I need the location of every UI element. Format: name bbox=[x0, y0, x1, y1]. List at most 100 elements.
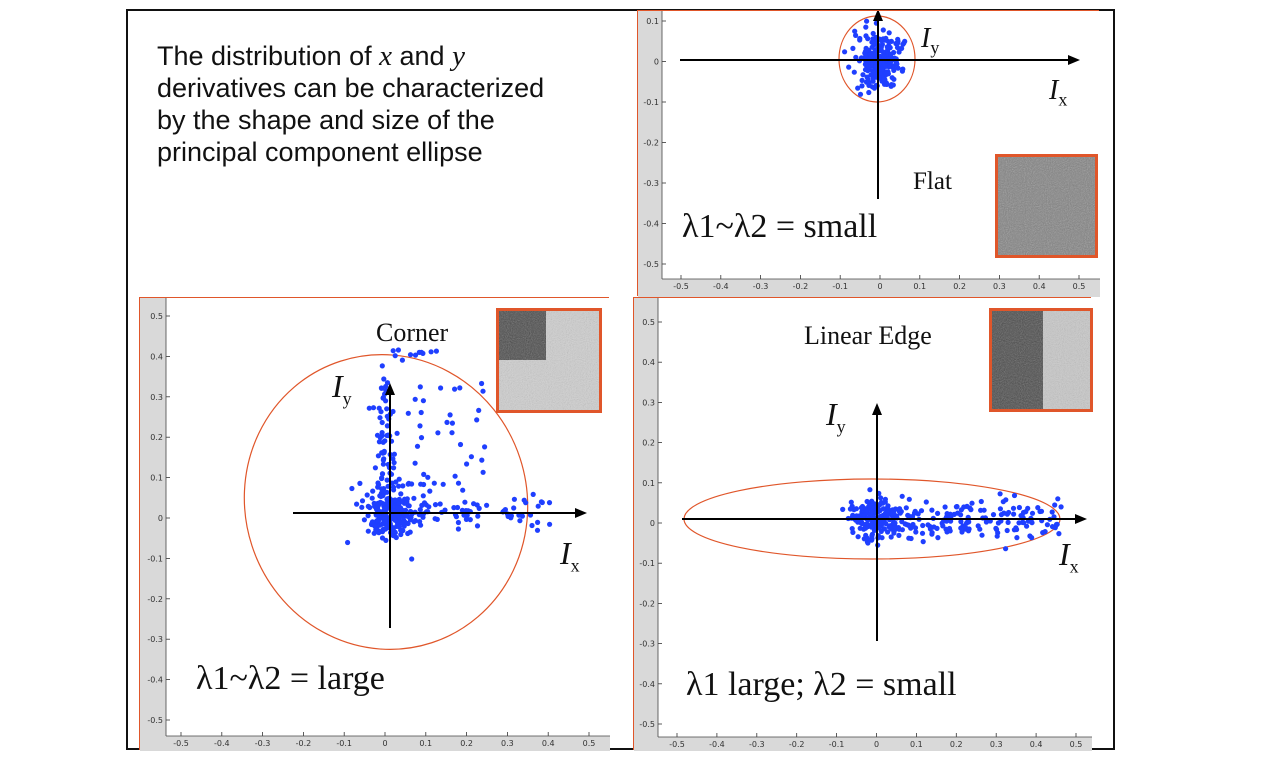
flat-iy-label: Iy bbox=[921, 23, 939, 59]
edge-y-tick-label: 0.1 bbox=[642, 479, 655, 488]
flat-x-arrow bbox=[1068, 55, 1080, 65]
flat-point bbox=[865, 59, 871, 66]
edge-point bbox=[864, 535, 870, 541]
flat-point bbox=[865, 77, 871, 83]
edge-point bbox=[913, 529, 919, 535]
edge-point bbox=[1016, 504, 1022, 511]
edge-point bbox=[969, 500, 975, 506]
corner-point bbox=[480, 388, 486, 394]
edge-lambda-text: λ1 large; λ2 = small bbox=[682, 666, 961, 704]
corner-point bbox=[417, 507, 423, 513]
corner-point bbox=[420, 398, 426, 404]
corner-ix-sub: x bbox=[570, 555, 580, 576]
corner-point bbox=[359, 498, 366, 504]
corner-iy-label: Iy bbox=[332, 368, 352, 409]
corner-y-tick-label: -0.1 bbox=[147, 554, 163, 563]
edge-point bbox=[927, 526, 933, 532]
flat-point bbox=[880, 49, 886, 55]
corner-point bbox=[382, 516, 388, 522]
flat-point bbox=[866, 64, 872, 70]
corner-point bbox=[366, 405, 372, 411]
edge-point bbox=[878, 513, 884, 519]
edge-point bbox=[923, 499, 929, 505]
corner-point bbox=[414, 443, 421, 449]
edge-point bbox=[944, 511, 950, 517]
corner-point bbox=[433, 348, 439, 354]
corner-y-tick-label: 0.2 bbox=[150, 433, 163, 442]
edge-y-tick-label: -0.3 bbox=[639, 640, 655, 649]
flat-iy-main: I bbox=[921, 23, 931, 54]
edge-point bbox=[994, 533, 1000, 539]
corner-point bbox=[372, 465, 378, 471]
edge-point bbox=[1003, 546, 1009, 552]
flat-point bbox=[885, 44, 891, 51]
intro-line-3: by the shape and size of the bbox=[157, 105, 495, 135]
corner-point bbox=[405, 410, 411, 416]
edge-iy-sub: y bbox=[836, 416, 846, 437]
edge-point bbox=[848, 499, 854, 505]
corner-point bbox=[407, 352, 414, 358]
flat-x-tick-label: -0.2 bbox=[793, 282, 809, 291]
flat-point bbox=[852, 28, 858, 34]
corner-point bbox=[390, 348, 396, 354]
flat-point bbox=[879, 66, 885, 72]
edge-y-tick-label: 0 bbox=[650, 519, 655, 528]
corner-point bbox=[417, 384, 423, 390]
corner-ellipse bbox=[243, 354, 529, 650]
corner-point bbox=[377, 415, 383, 421]
corner-point bbox=[380, 461, 386, 467]
intro-line-2: derivatives can be characterized bbox=[157, 73, 545, 103]
edge-ix-sub: x bbox=[1069, 556, 1079, 577]
corner-point bbox=[380, 450, 386, 456]
edge-plot: 0.5 0.4 0.3 0.2 0.1 0 -0.1 -0.2 -0.3 -0.4 -0.5 -0.5… bbox=[634, 298, 1092, 751]
corner-point bbox=[435, 430, 441, 436]
edge-y-tick-label: -0.5 bbox=[639, 720, 655, 729]
edge-point bbox=[892, 520, 898, 526]
corner-point bbox=[426, 504, 432, 510]
edge-y-tick-label: -0.2 bbox=[639, 599, 655, 608]
corner-point bbox=[361, 517, 367, 523]
edge-point bbox=[964, 503, 970, 509]
corner-point bbox=[401, 517, 407, 523]
corner-iy-main: I bbox=[332, 368, 343, 404]
corner-point bbox=[380, 439, 386, 445]
edge-point bbox=[940, 523, 946, 529]
edge-point bbox=[1024, 523, 1030, 529]
corner-point bbox=[412, 396, 418, 402]
flat-point bbox=[888, 51, 894, 58]
flat-point bbox=[866, 81, 872, 87]
corner-point bbox=[432, 516, 438, 522]
edge-point bbox=[1029, 535, 1035, 541]
corner-title: Corner bbox=[376, 318, 449, 347]
edge-point bbox=[885, 529, 891, 535]
corner-point bbox=[367, 504, 373, 511]
flat-texture-image bbox=[998, 157, 1095, 255]
flat-x-tick-label: -0.5 bbox=[673, 282, 689, 291]
edge-point bbox=[1020, 509, 1027, 516]
flat-y-tick-label: -0.3 bbox=[643, 179, 659, 188]
corner-point bbox=[392, 497, 398, 503]
edge-point bbox=[850, 529, 856, 535]
corner-point bbox=[539, 499, 545, 506]
edge-point bbox=[878, 495, 884, 501]
edge-point bbox=[1014, 535, 1020, 541]
corner-point bbox=[399, 357, 405, 363]
corner-point bbox=[468, 454, 474, 460]
flat-iy-sub: y bbox=[930, 37, 940, 58]
corner-point bbox=[349, 485, 355, 492]
edge-point bbox=[863, 525, 869, 531]
corner-point bbox=[420, 514, 426, 520]
flat-point bbox=[851, 69, 857, 75]
corner-y-tick-label: 0.5 bbox=[150, 312, 163, 321]
corner-point bbox=[382, 391, 388, 397]
edge-point bbox=[935, 510, 941, 516]
flat-point bbox=[901, 40, 907, 46]
flat-point bbox=[870, 30, 876, 37]
corner-point bbox=[345, 539, 351, 546]
corner-point bbox=[364, 492, 370, 498]
edge-point bbox=[1000, 499, 1006, 505]
flat-point bbox=[882, 63, 888, 69]
corner-point bbox=[394, 430, 400, 436]
corner-point bbox=[392, 517, 398, 523]
flat-y-tick-label: 0.1 bbox=[646, 17, 659, 26]
